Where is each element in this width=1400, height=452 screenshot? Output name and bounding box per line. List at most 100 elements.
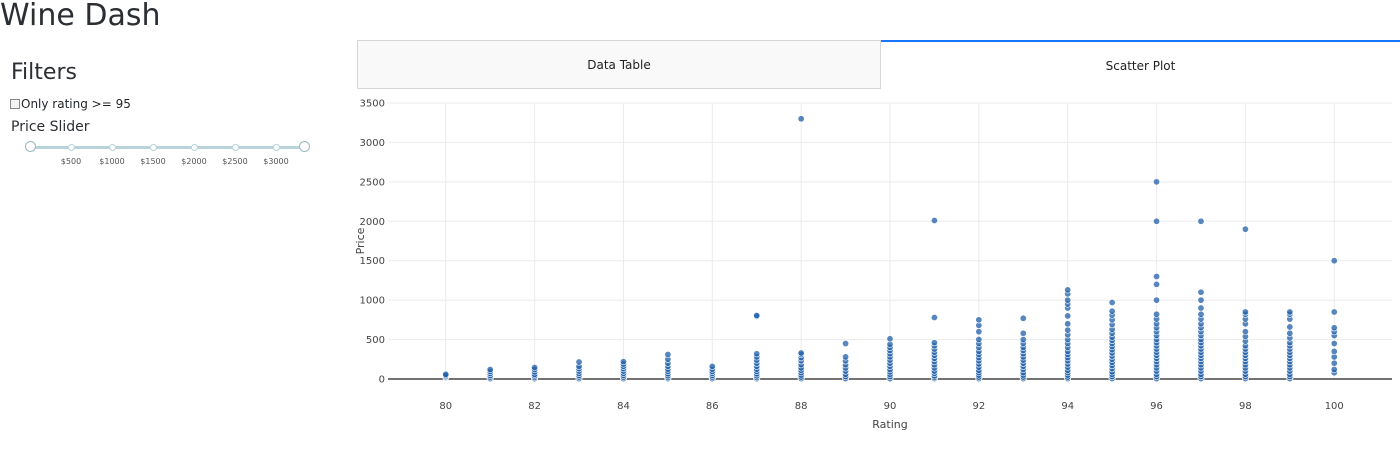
data-point[interactable] [1153, 217, 1161, 225]
rating-filter-label: Only rating >= 95 [21, 97, 131, 111]
data-point[interactable] [1019, 314, 1027, 322]
data-point[interactable] [975, 316, 983, 324]
data-point[interactable] [1153, 272, 1161, 280]
data-point[interactable] [1019, 329, 1027, 337]
price-slider-mark: $500 [60, 157, 82, 166]
price-slider-dot [109, 144, 116, 151]
data-point[interactable] [930, 339, 938, 347]
price-slider-dot [190, 144, 198, 151]
data-point[interactable] [1153, 310, 1161, 318]
x-tick-label: 100 [1325, 401, 1344, 412]
data-point[interactable] [1241, 225, 1249, 233]
data-point[interactable] [1286, 323, 1294, 331]
data-point[interactable] [1108, 299, 1116, 307]
tab-data-table-label: Data Table [587, 57, 651, 72]
y-tick-label: 2500 [360, 177, 385, 188]
tab-scatter-plot-label: Scatter Plot [1105, 58, 1176, 73]
data-point[interactable] [1330, 257, 1338, 265]
app-title: Wine Dash [0, 0, 161, 33]
data-point[interactable] [842, 340, 850, 348]
data-point[interactable] [1286, 308, 1294, 316]
data-point[interactable] [1153, 280, 1161, 288]
x-tick-label: 92 [972, 401, 985, 412]
y-tick-label: 500 [366, 335, 385, 346]
filters-title: Filters [11, 60, 77, 85]
data-point[interactable] [1153, 178, 1161, 186]
rating-filter-row[interactable]: Only rating >= 95 [10, 97, 131, 111]
data-point[interactable] [1197, 304, 1205, 312]
data-point[interactable] [575, 358, 583, 366]
data-point[interactable] [1330, 308, 1338, 316]
price-slider-dot [149, 144, 157, 151]
price-slider-dot [67, 144, 75, 151]
data-point[interactable] [1197, 217, 1205, 225]
price-slider[interactable]: $500 $1000 $1500 $2000 $2500 $3000 [25, 141, 310, 182]
price-slider-mark: $3000 [263, 157, 289, 166]
data-point[interactable] [1064, 312, 1072, 320]
data-point[interactable] [442, 370, 450, 378]
data-point[interactable] [753, 312, 761, 320]
data-point[interactable] [1153, 296, 1161, 304]
price-slider-mark: $2000 [181, 157, 207, 166]
y-tick-label: 2000 [360, 217, 385, 228]
data-point[interactable] [1197, 288, 1205, 296]
data-point[interactable] [1064, 320, 1072, 328]
data-point[interactable] [930, 313, 938, 321]
data-point[interactable] [1241, 328, 1249, 336]
tab-scatter-plot[interactable]: Scatter Plot [881, 40, 1400, 89]
y-tick-label: 3000 [360, 138, 385, 149]
data-point[interactable] [975, 336, 983, 344]
data-point[interactable] [1064, 286, 1072, 294]
data-point[interactable] [708, 362, 716, 370]
data-point[interactable] [797, 349, 805, 357]
data-point[interactable] [930, 216, 938, 224]
data-point[interactable] [1197, 296, 1205, 304]
x-tick-label: 82 [528, 401, 541, 412]
y-tick-label: 1500 [360, 256, 385, 267]
data-point[interactable] [1330, 366, 1338, 374]
data-point[interactable] [1330, 359, 1338, 367]
price-slider-mark: $1500 [140, 157, 166, 166]
data-point[interactable] [486, 366, 494, 374]
price-slider-min-handle[interactable] [25, 141, 36, 152]
price-slider-dot [232, 144, 239, 151]
data-point[interactable] [975, 328, 983, 336]
scatter-plot[interactable]: 80 82 84 86 88 90 92 94 96 98 10005001000150020002… [350, 92, 1400, 437]
data-point[interactable] [1019, 336, 1027, 344]
price-slider-max-handle[interactable] [299, 141, 310, 152]
x-tick-label: 96 [1150, 401, 1163, 412]
price-slider-mark: $1000 [99, 157, 125, 166]
data-point[interactable] [797, 115, 805, 123]
x-tick-label: 88 [795, 401, 808, 412]
rating-filter-checkbox[interactable] [10, 99, 20, 109]
data-point[interactable] [886, 335, 894, 343]
data-point[interactable] [664, 351, 672, 359]
data-point[interactable] [842, 353, 850, 361]
data-point[interactable] [1064, 326, 1072, 334]
data-point[interactable] [1330, 347, 1338, 355]
data-point[interactable] [1197, 310, 1205, 318]
data-point[interactable] [753, 350, 761, 358]
price-slider-rail[interactable] [30, 146, 304, 149]
x-tick-label: 84 [617, 401, 630, 412]
data-point[interactable] [531, 364, 539, 372]
x-axis-label: Rating [872, 418, 907, 431]
data-point[interactable] [1108, 307, 1116, 315]
y-tick-label: 0 [379, 375, 385, 386]
price-slider-label: Price Slider [11, 119, 90, 135]
data-point[interactable] [1241, 308, 1249, 316]
price-slider-mark: $2500 [222, 157, 248, 166]
data-point[interactable] [1064, 296, 1072, 304]
x-tick-label: 86 [706, 401, 719, 412]
data-point[interactable] [619, 358, 627, 366]
x-tick-label: 90 [884, 401, 897, 412]
y-axis-label: Price [354, 227, 367, 254]
y-tick-label: 3500 [360, 99, 385, 110]
data-point[interactable] [1330, 340, 1338, 348]
tab-data-table[interactable]: Data Table [357, 40, 881, 89]
price-slider-dot [272, 144, 280, 151]
data-point[interactable] [1330, 324, 1338, 332]
y-tick-label: 1000 [360, 296, 385, 307]
x-tick-label: 94 [1061, 401, 1074, 412]
data-point[interactable] [1286, 329, 1294, 337]
